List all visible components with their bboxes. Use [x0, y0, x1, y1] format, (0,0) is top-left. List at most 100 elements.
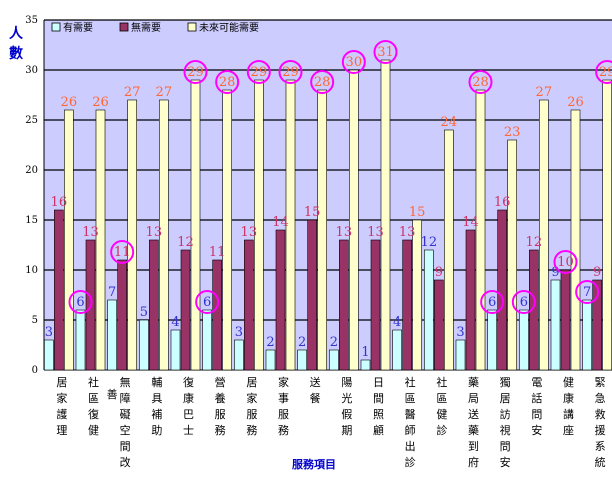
highlight-circle [480, 290, 505, 314]
bar [487, 309, 497, 371]
highlight-circle [595, 60, 612, 84]
highlight-circle [215, 70, 240, 94]
highlight-circle [511, 290, 536, 314]
legend-entry: 無需要 [119, 21, 161, 34]
legend-label: 未來可能需要 [199, 21, 259, 34]
data-label: 27 [536, 85, 553, 100]
bar [64, 109, 74, 371]
highlight-circle [553, 250, 578, 274]
svg-text:服: 服 [246, 408, 257, 421]
y-axis-label-char: 人 [9, 25, 24, 42]
bar [297, 349, 307, 371]
y-axis-label-char: 數 [9, 45, 23, 62]
svg-text:援: 援 [595, 423, 606, 437]
svg-text:問: 問 [531, 408, 542, 421]
svg-text:健: 健 [88, 424, 99, 437]
highlight-circle [110, 240, 135, 264]
svg-text:礙: 礙 [120, 408, 131, 421]
data-label: 26 [567, 95, 584, 110]
data-label: 26 [92, 95, 109, 110]
svg-text:區: 區 [436, 392, 447, 405]
bar [529, 249, 539, 371]
data-label: 29 [251, 65, 268, 80]
data-label: 26 [61, 95, 78, 110]
bar [412, 219, 422, 371]
bar [475, 89, 486, 371]
svg-text:間: 間 [373, 392, 384, 405]
legend-label: 無需要 [131, 21, 161, 34]
data-label: 27 [156, 85, 173, 100]
svg-text:藥: 藥 [468, 424, 479, 437]
svg-text:醫: 醫 [405, 408, 416, 421]
bar [560, 269, 571, 371]
data-label: 5 [140, 305, 148, 320]
data-label: 2 [330, 335, 338, 350]
bar [592, 279, 602, 371]
bar [317, 89, 327, 371]
svg-text:講: 講 [563, 407, 574, 421]
svg-text:務: 務 [278, 423, 289, 437]
y-tick-label: 15 [25, 215, 38, 226]
svg-text:輔: 輔 [151, 376, 162, 389]
svg-text:事: 事 [278, 392, 289, 405]
highlight-circle [373, 40, 398, 64]
svg-text:空: 空 [120, 423, 131, 437]
svg-text:安: 安 [500, 455, 511, 469]
svg-text:區: 區 [405, 392, 416, 405]
svg-text:健: 健 [563, 376, 574, 389]
svg-text:家: 家 [56, 391, 67, 405]
svg-text:家: 家 [278, 375, 289, 389]
bars [44, 59, 612, 371]
bar [234, 339, 244, 371]
data-label: 3 [235, 325, 243, 340]
svg-text:送: 送 [310, 375, 321, 389]
svg-text:養: 養 [215, 391, 226, 405]
bar [392, 329, 402, 371]
data-label: 12 [421, 235, 438, 250]
data-label: 30 [346, 55, 363, 70]
legend-swatch [51, 22, 61, 32]
data-label: 13 [241, 225, 258, 240]
data-label: 27 [124, 85, 141, 100]
data-label: 12 [177, 235, 194, 250]
svg-text:光: 光 [341, 391, 352, 405]
bar [54, 209, 64, 371]
svg-text:居: 居 [56, 376, 67, 389]
legend-swatch [119, 22, 129, 32]
svg-text:假: 假 [341, 407, 352, 421]
svg-text:理: 理 [56, 424, 67, 437]
bar [349, 69, 359, 371]
data-label: 31 [377, 45, 394, 60]
data-label: 6 [76, 295, 84, 310]
bar [180, 249, 191, 371]
svg-text:巴: 巴 [183, 408, 194, 421]
data-label: 16 [494, 195, 511, 210]
svg-text:營: 營 [215, 376, 226, 389]
bar [602, 79, 612, 371]
svg-text:餐: 餐 [310, 391, 321, 405]
bar [117, 259, 127, 371]
data-label: 11 [114, 245, 131, 260]
highlight-circle [68, 290, 93, 314]
bar [275, 229, 286, 371]
highlight-circle [468, 70, 493, 94]
bar [190, 79, 201, 371]
data-label: 7 [583, 285, 591, 300]
bar [434, 279, 444, 371]
svg-text:陽: 陽 [341, 376, 352, 389]
svg-text:補: 補 [151, 408, 162, 421]
bar [202, 309, 212, 371]
data-label: 23 [504, 125, 521, 140]
bar [507, 139, 517, 371]
svg-text:師: 師 [405, 424, 416, 437]
bar [424, 249, 434, 371]
y-axis-label: 人數 [9, 25, 24, 62]
category-labels: 居家護理社區復健無障礙空間改善輔具補助復康巴士營養服務居家服務家事服務送餐陽光假… [56, 375, 605, 469]
